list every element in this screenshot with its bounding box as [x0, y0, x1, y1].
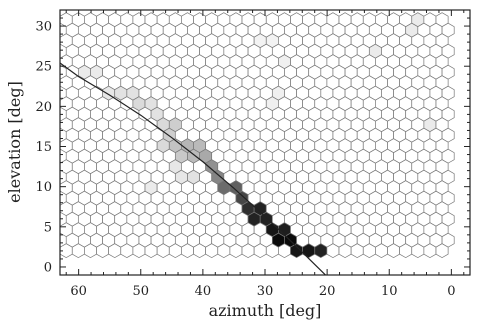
hex-cell	[265, 243, 279, 259]
hex-cell	[338, 243, 352, 259]
hex-cell	[96, 243, 110, 259]
y-tick-label: 25	[35, 60, 52, 75]
x-tick-label: 20	[319, 284, 336, 299]
hex-cell	[411, 243, 425, 259]
hex-cell	[181, 243, 194, 259]
hex-cell	[435, 243, 449, 259]
hex-cell	[399, 243, 413, 259]
hex-cell	[144, 243, 158, 259]
hex-cell	[278, 243, 291, 259]
hex-cell	[387, 243, 400, 259]
y-tick-label: 20	[35, 100, 52, 115]
hex-cell	[108, 243, 122, 259]
hex-cell	[71, 243, 85, 259]
hex-cell	[375, 243, 388, 259]
x-tick-label: 50	[132, 284, 149, 299]
hex-cell	[302, 243, 316, 259]
hex-cell	[314, 243, 328, 259]
hex-cell	[423, 243, 437, 259]
hex-cell	[168, 243, 182, 259]
hex-cell	[326, 243, 340, 259]
hexbin-cells	[60, 12, 455, 259]
hex-cell	[120, 243, 134, 259]
x-tick-label: 30	[257, 284, 274, 299]
y-axis-title: elevation [deg]	[5, 81, 24, 203]
hex-cell	[205, 243, 219, 259]
x-tick-label: 0	[447, 284, 455, 299]
y-tick-label: 5	[44, 220, 52, 235]
y-tick-label: 30	[35, 20, 52, 35]
hex-cell	[241, 243, 255, 259]
hex-cell	[229, 243, 243, 259]
y-tick-label: 15	[35, 140, 52, 155]
hex-cell	[193, 243, 206, 259]
hex-cell	[84, 243, 97, 259]
hex-cell	[156, 243, 170, 259]
y-tick-label: 0	[44, 260, 52, 275]
x-tick-label: 60	[70, 284, 87, 299]
hex-cell	[362, 243, 376, 259]
hex-cell	[217, 243, 231, 259]
fit-curve-line	[60, 62, 327, 275]
y-tick-label: 10	[35, 180, 52, 195]
axis-ticks: 60 50 40 30 20 10 0 0 5 10 15 20 25 30	[35, 10, 470, 299]
hex-cell	[132, 243, 146, 259]
x-axis-title: azimuth [deg]	[209, 301, 322, 320]
x-tick-label: 40	[195, 284, 212, 299]
hex-cell	[350, 243, 364, 259]
hex-cell	[253, 243, 267, 259]
x-tick-label: 10	[381, 284, 398, 299]
